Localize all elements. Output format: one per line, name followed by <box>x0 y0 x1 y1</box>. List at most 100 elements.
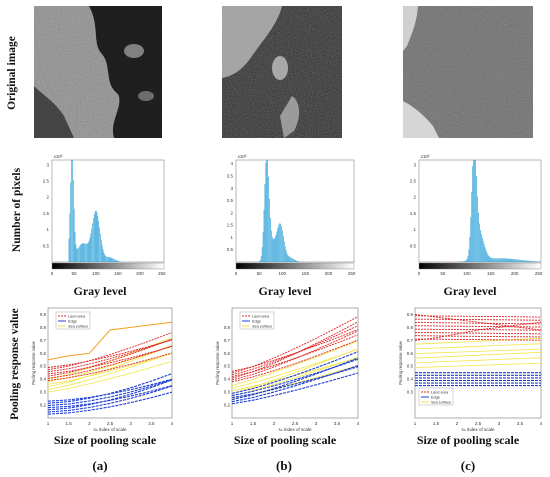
hist-bar <box>279 223 280 262</box>
hist-bar <box>265 162 267 262</box>
hist-bar <box>470 217 472 262</box>
hist-xtick-label: 100 <box>279 271 287 276</box>
hist-bar <box>509 258 511 262</box>
hist-bar <box>511 258 513 262</box>
hist-bar <box>274 237 276 262</box>
hist-ytick-label: 1 <box>413 227 416 232</box>
hist-ytick-label: 2.5 <box>43 179 50 184</box>
pool-ytick-label: 0.2 <box>40 403 47 408</box>
hist-bar <box>512 258 514 262</box>
hist-ytick-label: 3 <box>46 162 49 167</box>
hist-bar <box>100 233 101 262</box>
hist-xtick-label: 50 <box>257 271 263 276</box>
pool-xtick-label: 3 <box>315 421 318 426</box>
edge-line <box>47 385 173 409</box>
land-line <box>414 338 542 341</box>
hist-bar <box>106 256 107 262</box>
histogram-b: x10³ 4 3.5 3 2.5 2 1.5 1 0.5 0 50 100 150 200 250 <box>227 154 356 276</box>
hist-bar <box>488 255 490 262</box>
hist-bar <box>91 228 92 262</box>
hist-bar <box>297 261 299 262</box>
edge-line <box>231 358 359 397</box>
gray-scale-bar <box>51 262 165 270</box>
hist-bar <box>525 260 527 262</box>
hist-bar <box>266 160 268 262</box>
land-line <box>47 338 173 377</box>
hist-bar <box>289 256 291 262</box>
land-line <box>414 335 542 338</box>
pool-ytick-label: 0.5 <box>224 364 231 369</box>
edge-line <box>47 385 173 413</box>
hist-bar <box>461 261 463 262</box>
hist-bar <box>107 256 108 262</box>
hist-bar <box>283 241 285 262</box>
sea-line <box>414 357 542 364</box>
hist-ytick-label: 1.5 <box>227 223 234 228</box>
hist-bar <box>102 249 104 262</box>
hist-bar <box>475 160 476 262</box>
hist-ytick-label: 2 <box>413 195 416 200</box>
hist-bar <box>269 198 270 262</box>
hist-bar <box>87 243 88 262</box>
hist-bar <box>259 259 261 262</box>
hist-bar <box>487 254 489 262</box>
panel-label-b: (b) <box>276 458 292 473</box>
hist-bar <box>283 235 284 262</box>
hist-bar <box>467 255 469 262</box>
hist-bar <box>284 246 286 262</box>
hist-bar <box>267 160 268 262</box>
sea-line <box>47 353 173 385</box>
hist-bar <box>523 260 525 262</box>
pool-xtick-label: 3 <box>498 421 501 426</box>
hist-ytick-label: 0.5 <box>43 243 50 248</box>
hist-bar <box>502 258 504 262</box>
pool-legend-label: Sea surface <box>431 401 451 405</box>
pool-xtick-label: 4 <box>540 421 543 426</box>
hist-bar <box>82 243 84 262</box>
hist-bar <box>534 261 535 262</box>
hist-xtick-label: 250 <box>535 271 543 276</box>
pool-ytick-label: 0.4 <box>40 377 47 382</box>
hist-xtick-label: 50 <box>440 271 446 276</box>
hist-bar <box>88 240 90 262</box>
hist-bar <box>76 248 78 262</box>
sea-line <box>414 351 542 359</box>
pooling-chart-b: 0.2 0.3 0.4 0.5 0.6 0.7 0.8 1 1.5 2 2.5 3 3.5 4 sₙ Ind… <box>215 307 360 432</box>
hist-bar <box>86 243 87 262</box>
pool-inner-ylabel: Pooling response value <box>215 341 220 385</box>
hist-bar <box>104 254 106 262</box>
hist-xtick-label: 150 <box>487 271 495 276</box>
hist-exponent: x10³ <box>238 154 247 159</box>
hist-bar <box>119 261 120 262</box>
hist-bar <box>498 258 499 262</box>
pool-legend-label: Land area <box>252 315 270 319</box>
hist-bar <box>482 240 484 262</box>
hist-bar <box>533 261 535 262</box>
hist-ytick-label: 3.5 <box>227 173 234 178</box>
panel-label-a: (a) <box>92 458 108 473</box>
land-line <box>231 325 359 376</box>
land-line <box>231 330 359 381</box>
hist-bar <box>463 261 465 262</box>
pool-ytick-label: 0.8 <box>224 325 231 330</box>
land-line <box>414 321 542 325</box>
pool-xtick-label: 2.5 <box>107 421 114 426</box>
pool-xtick-label: 2.5 <box>292 421 299 426</box>
row-label-pooling: Pooling response value <box>9 308 21 420</box>
hist-ytick-label: 1 <box>46 227 49 232</box>
land-line <box>414 315 542 318</box>
hist-bar <box>85 243 86 262</box>
land-line <box>414 314 542 331</box>
pool-xtick-label: 1 <box>414 421 417 426</box>
pool-xtick-label: 2.5 <box>475 421 482 426</box>
hist-bar <box>537 261 538 262</box>
hist-bar <box>275 234 277 262</box>
hist-bar <box>68 238 70 262</box>
hist-bar <box>259 261 260 262</box>
hist-ytick-label: 3 <box>230 186 233 191</box>
hist-bar <box>473 160 474 262</box>
hist-bar <box>514 259 515 262</box>
land-line <box>414 325 542 328</box>
land-line <box>47 345 173 379</box>
hist-bar <box>474 160 475 262</box>
